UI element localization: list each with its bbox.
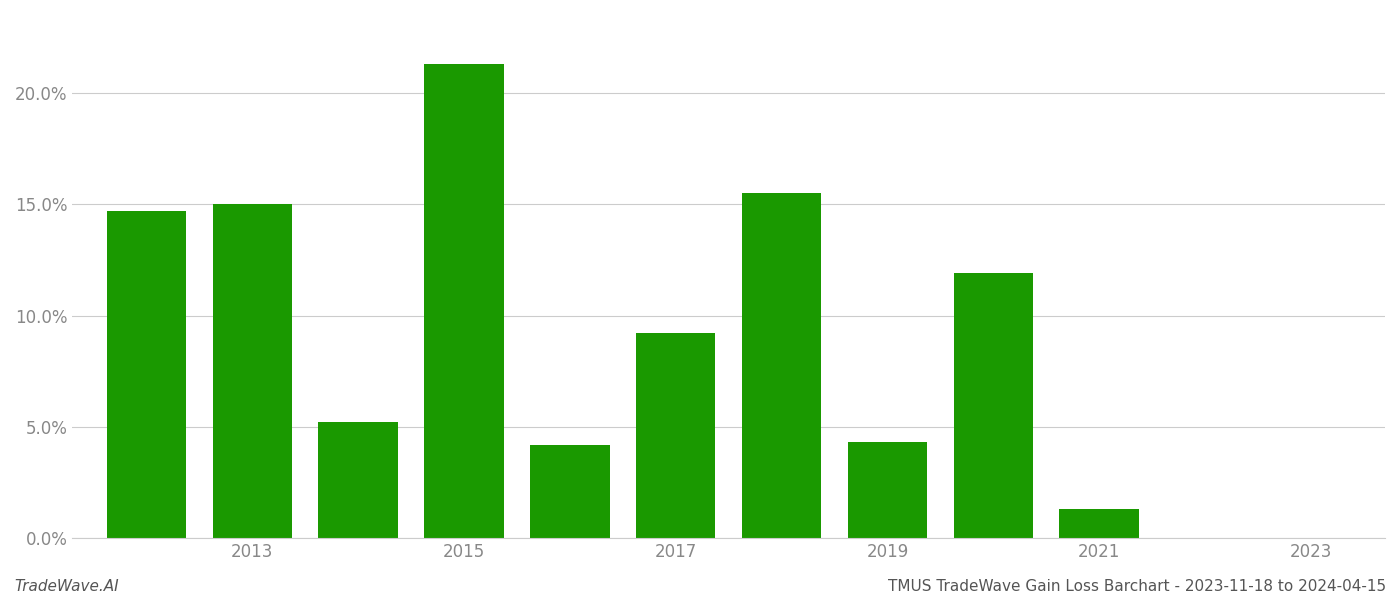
Text: TradeWave.AI: TradeWave.AI (14, 579, 119, 594)
Bar (636, 334, 715, 538)
Bar (424, 64, 504, 538)
Bar (953, 273, 1033, 538)
Bar (848, 442, 927, 538)
Bar (1060, 509, 1138, 538)
Bar (318, 422, 398, 538)
Bar (742, 193, 822, 538)
Text: TMUS TradeWave Gain Loss Barchart - 2023-11-18 to 2024-04-15: TMUS TradeWave Gain Loss Barchart - 2023… (888, 579, 1386, 594)
Bar (213, 204, 293, 538)
Bar (531, 445, 609, 538)
Bar (106, 211, 186, 538)
